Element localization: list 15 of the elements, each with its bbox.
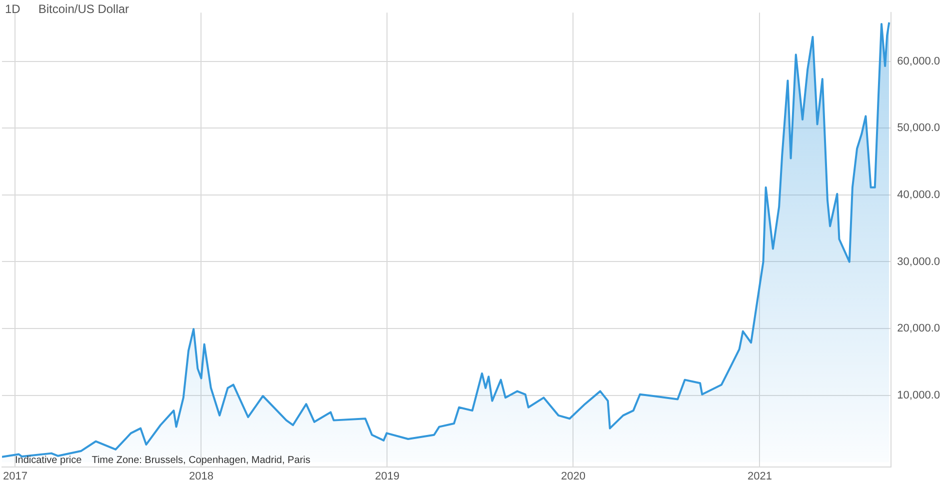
x-tick-label: 2020 [560,470,586,482]
annotation: Indicative price [15,455,82,466]
annotation: Time Zone: Brussels, Copenhagen, Madrid, Paris [92,455,310,466]
x-tick-label: 2018 [188,470,214,482]
x-tick-label: 2021 [747,470,772,482]
chart-title: Bitcoin/US Dollar [38,2,130,16]
y-tick-label: 50,000.0 [897,122,940,134]
y-tick-label: 20,000.0 [897,322,940,335]
x-tick-label: 2019 [374,470,400,482]
x-tick-label: 2017 [2,470,28,482]
y-tick-label: 60,000.0 [897,55,940,68]
y-tick-label: 30,000.0 [897,256,940,268]
y-tick-label: 40,000.0 [897,188,940,201]
y-tick-label: 10,000.0 [897,389,940,402]
chart-subtitle: 1D [5,2,20,16]
